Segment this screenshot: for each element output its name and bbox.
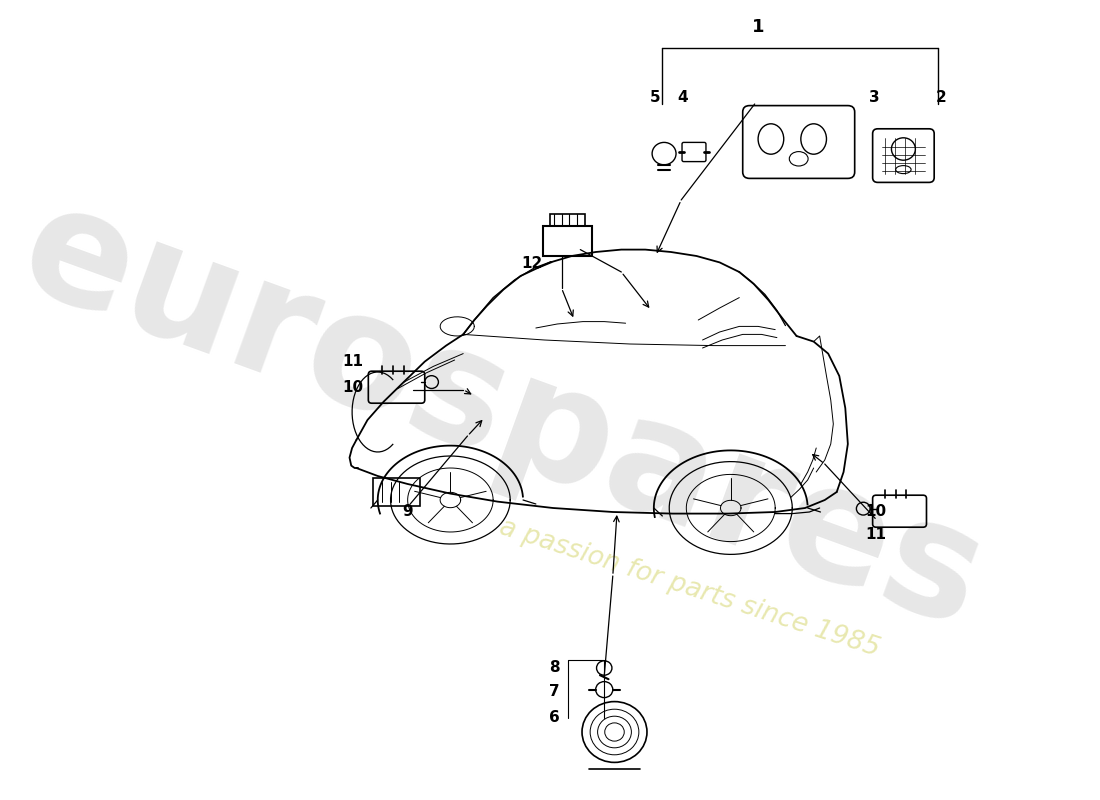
Text: 1: 1 bbox=[751, 18, 764, 36]
Text: 8: 8 bbox=[549, 661, 560, 675]
Text: 6: 6 bbox=[549, 710, 560, 725]
Text: 4: 4 bbox=[676, 90, 688, 105]
Text: 12: 12 bbox=[521, 257, 542, 271]
Text: 5: 5 bbox=[650, 90, 661, 105]
Text: 7: 7 bbox=[549, 685, 560, 699]
Text: 10: 10 bbox=[342, 381, 363, 395]
Bar bbox=[374, 478, 420, 506]
Text: 2: 2 bbox=[936, 90, 947, 105]
Text: 9: 9 bbox=[403, 505, 412, 519]
Bar bbox=[550, 214, 585, 226]
Bar bbox=[542, 226, 592, 256]
Text: 11: 11 bbox=[342, 354, 363, 369]
Text: a passion for parts since 1985: a passion for parts since 1985 bbox=[496, 514, 883, 662]
Text: 10: 10 bbox=[866, 505, 887, 519]
Text: eurospares: eurospares bbox=[1, 170, 1003, 662]
Text: 3: 3 bbox=[869, 90, 880, 105]
Text: 11: 11 bbox=[866, 527, 887, 542]
